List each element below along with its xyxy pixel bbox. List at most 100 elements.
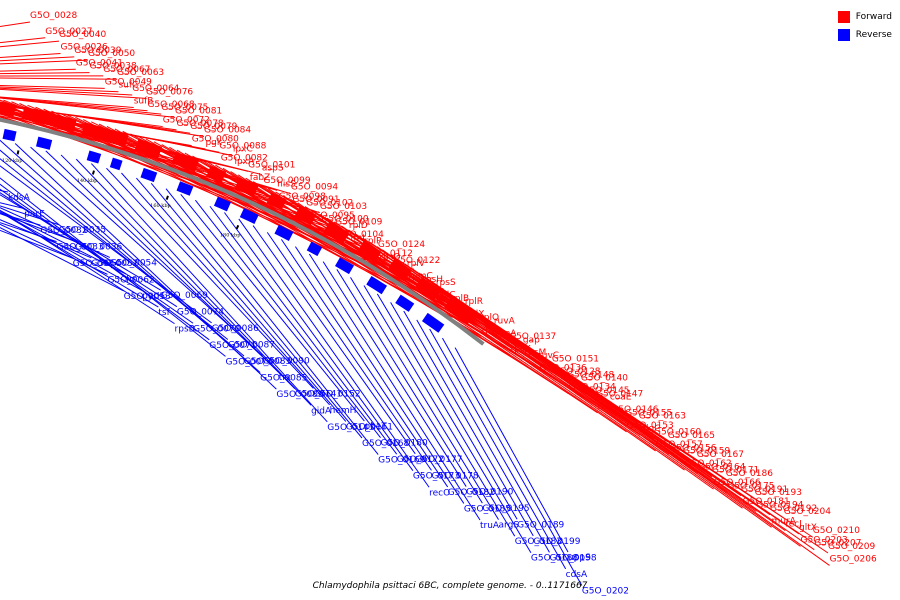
forward-gene-label: rplV	[407, 259, 426, 269]
forward-gene-label: G5O_0165	[668, 431, 715, 441]
forward-gene-label: G5O_0026	[60, 43, 107, 53]
leader-line	[0, 219, 92, 259]
scale-tick-label: 120 kbp	[2, 158, 23, 164]
reverse-gene-label: G5O_0074	[177, 308, 224, 318]
leader-line	[194, 199, 381, 438]
reverse-gene-label: G5O_0052	[91, 259, 138, 269]
leader-line	[0, 226, 124, 292]
backbone-arc	[0, 117, 485, 346]
forward-gene-label: G5O_0206	[830, 554, 877, 564]
leader-line	[0, 188, 194, 324]
forward-gene-label: murA	[772, 516, 797, 526]
forward-gene-label: G5O_0039	[74, 46, 121, 56]
forward-gene-label: rpoA	[495, 329, 517, 339]
forward-gene-label: G5O_0207	[814, 539, 861, 549]
forward-gene-label: G5O_0122	[393, 256, 440, 266]
reverse-gene-label: G5O_0180	[381, 439, 428, 449]
leader-line	[165, 188, 379, 455]
scale-tick-mark	[165, 195, 169, 200]
forward-gene-label: G5O_0091	[292, 195, 339, 205]
reverse-gene-block	[140, 167, 158, 183]
leader-line	[442, 337, 583, 586]
forward-gene-label: G5O_0064	[132, 84, 179, 94]
leader-line	[60, 154, 296, 390]
reverse-gene-label: G5O_0062	[107, 275, 154, 285]
forward-gene-label: G5O_0050	[88, 49, 135, 59]
leader-line	[411, 268, 772, 528]
forward-gene-label: G5O_0095	[308, 211, 355, 221]
leader-line	[0, 77, 117, 80]
reverse-gene-label: frr	[126, 275, 137, 285]
gene-labels: G5O_0028 G5O_0027 G5O_0026 G5O_0041 G5O_0040…	[8, 11, 877, 596]
forward-gene-label: G5O_0104	[337, 230, 384, 240]
leader-line	[0, 97, 162, 115]
leader-line	[266, 232, 432, 471]
forward-gene-label: rpsM	[524, 348, 546, 358]
forward-gene-label: G5O_0134	[569, 383, 616, 393]
legend-item-forward: Forward	[837, 8, 892, 26]
reverse-gene-label: argS	[499, 521, 520, 531]
reverse-gene-label: G5O_0141	[295, 390, 342, 400]
blue-square-icon	[837, 29, 850, 41]
forward-gene-label: glgC	[640, 424, 660, 434]
scale-tick-label: 180 kbp	[220, 232, 241, 238]
forward-gene-label: G5O_0145	[582, 386, 629, 396]
forward-gene-label: G5O_0101	[248, 160, 295, 170]
leader-line	[238, 218, 430, 488]
forward-gene-label: fmt	[350, 233, 366, 243]
forward-gene-label: hisS	[277, 179, 296, 189]
scale-tick-label: 160 kbp	[150, 203, 171, 209]
forward-gene-label: G5O_0140	[581, 374, 628, 384]
forward-gene-label: G5O_0109	[335, 218, 382, 228]
leader-line	[0, 86, 119, 93]
reverse-gene-label: pyrH	[142, 292, 164, 302]
forward-gene-label: recJ	[785, 520, 802, 530]
reverse-gene-label: G5O_0198	[549, 553, 596, 563]
legend-item-reverse: Reverse	[837, 26, 892, 44]
reverse-gene-block	[239, 208, 259, 224]
legend-label-forward: Forward	[855, 12, 892, 22]
reverse-gene-label: G5O_0195	[482, 504, 529, 514]
forward-gene-label: rplR	[465, 297, 483, 307]
leader-line	[0, 68, 76, 72]
leader-line	[30, 146, 263, 357]
forward-gene-label: G5O_0164	[698, 462, 745, 472]
reverse-gene-block	[395, 294, 415, 312]
forward-gene-label: G5O_0112	[366, 249, 413, 259]
forward-gene-block	[387, 259, 412, 281]
leader-line	[0, 97, 148, 112]
leader-line	[390, 302, 518, 520]
leader-line	[326, 217, 685, 471]
red-square-icon	[837, 11, 850, 23]
reverse-gene-label: trx	[279, 373, 292, 383]
scale-tick-label: 140 kbp	[77, 178, 98, 184]
forward-gene-label: G5O_0099	[263, 176, 310, 186]
forward-gene-label: rpsQ	[379, 252, 400, 262]
reverse-gene-block	[35, 136, 53, 150]
forward-gene-label: G5O_0194	[756, 501, 803, 511]
forward-gene-label: lpxA	[234, 157, 255, 167]
forward-gene-label: G5O_0204	[784, 507, 831, 517]
forward-gene-label: G5O_0040	[59, 30, 106, 40]
forward-gene-label: G5O_0136	[540, 364, 587, 374]
forward-gene-label: G5O_0193	[755, 488, 802, 498]
forward-gene-label: G5O_0147	[596, 389, 643, 399]
reverse-gene-label: pheT	[364, 422, 387, 432]
forward-gene-label: sufC	[118, 81, 138, 91]
leader-line	[336, 269, 483, 504]
leader-line	[429, 328, 567, 570]
forward-gene-label: rplC	[437, 291, 455, 301]
forward-gene-label: G5O_0159	[683, 447, 730, 457]
forward-gene-label: G5O_0100	[321, 214, 368, 224]
forward-gene-label: G5O_0028	[30, 11, 77, 21]
forward-gene-label: G5O_0191	[741, 485, 788, 495]
reverse-gene-block	[366, 276, 388, 295]
reverse-gene-block	[274, 224, 294, 241]
reverse-gene-label: gidA	[311, 406, 332, 416]
reverse-gene-label: G5O_0177	[415, 455, 462, 465]
scale-tick-mark	[91, 170, 95, 175]
forward-gene-label: pgk	[205, 138, 222, 148]
forward-gene-block	[357, 241, 382, 262]
